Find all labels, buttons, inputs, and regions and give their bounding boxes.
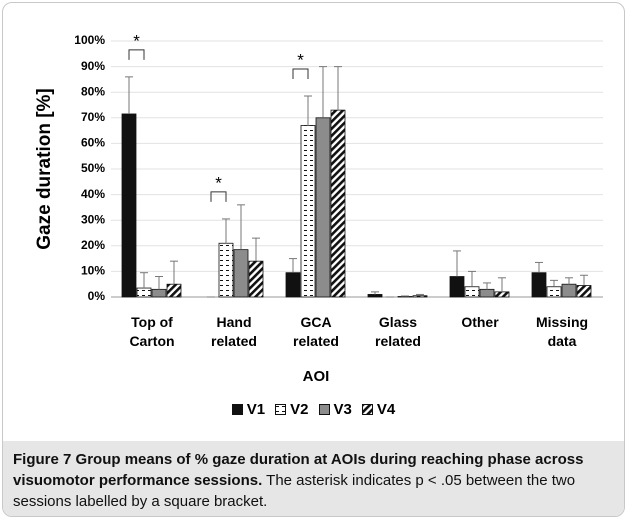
legend-swatch-fill — [275, 404, 287, 415]
bar — [300, 125, 316, 298]
bar — [233, 249, 249, 298]
y-tick-label: 100% — [74, 33, 105, 47]
annotation: * — [215, 173, 222, 192]
y-tick-label: 80% — [81, 84, 105, 98]
y-axis-title: Gaze duration [%] — [34, 88, 55, 250]
y-tick-label: 50% — [81, 161, 105, 175]
bar — [367, 294, 383, 298]
bracket — [292, 68, 309, 80]
caption-label: Figure 7 — [13, 451, 72, 468]
legend-swatch — [231, 404, 243, 415]
error-bar — [155, 276, 163, 290]
y-tick-label: 60% — [81, 136, 105, 150]
x-tick-label: Glass related — [375, 314, 421, 349]
x-axis-title: AOI — [303, 368, 330, 385]
legend-item: V3 — [318, 401, 352, 418]
y-tick-label: 30% — [81, 212, 105, 226]
y-tick-label: 70% — [81, 110, 105, 124]
bar — [561, 283, 577, 298]
caption: Figure 7 Group means of % gaze duration … — [3, 441, 624, 516]
x-tick-label: Top of Carton — [129, 314, 175, 349]
error-bar — [483, 282, 491, 290]
error-bar — [319, 66, 327, 118]
legend: V1 V2 V3 V4 — [3, 401, 624, 418]
bracket — [210, 191, 227, 202]
y-tick-label: 40% — [81, 187, 105, 201]
legend-label: V4 — [376, 401, 396, 418]
error-bar — [237, 204, 245, 250]
bar — [412, 295, 428, 298]
bar — [151, 288, 167, 298]
bar — [218, 242, 234, 298]
legend-swatch-fill — [361, 404, 373, 415]
error-bar — [170, 260, 178, 285]
error-bar — [416, 293, 424, 296]
bracket — [128, 49, 145, 60]
caption-text: The asterisk indicates p < .05 between t… — [13, 472, 576, 510]
error-bar — [334, 66, 342, 111]
error-bar — [222, 218, 230, 244]
bar — [531, 272, 547, 298]
error-bar — [140, 272, 148, 289]
legend-swatch-fill — [318, 404, 330, 415]
bar — [494, 291, 510, 298]
bar — [330, 109, 346, 298]
bar — [576, 285, 592, 298]
error-bar — [371, 291, 379, 295]
bar — [248, 260, 264, 298]
bar — [166, 283, 182, 298]
error-bar — [535, 261, 543, 273]
y-tick-label: 20% — [81, 238, 105, 252]
x-tick-label: Missing data — [535, 314, 589, 349]
error-bar — [498, 277, 506, 292]
bar — [136, 287, 152, 298]
legend-item: V4 — [361, 401, 396, 418]
error-bar — [565, 277, 573, 285]
chart: Gaze duration [%] AOI 0% 10% 20% 30% 40% 50% 6… — [34, 31, 603, 385]
bar — [464, 286, 480, 298]
error-bar — [252, 237, 260, 262]
annotation: * — [297, 51, 304, 70]
bar — [397, 296, 413, 298]
legend-swatch-fill — [231, 404, 243, 415]
bar — [121, 113, 137, 298]
y-tick-label: 90% — [81, 59, 105, 73]
error-bar — [401, 295, 409, 297]
x-tick-label: GCA related — [293, 314, 339, 349]
bar — [546, 286, 562, 298]
error-bar — [550, 279, 558, 287]
bar — [479, 288, 495, 298]
legend-swatch — [361, 404, 373, 415]
legend-item: V1 — [231, 401, 266, 418]
error-bar — [125, 76, 133, 114]
caption-title: Group means of % gaze duration at AOIs d… — [13, 451, 584, 489]
error-bar — [304, 95, 312, 126]
error-bar — [580, 274, 588, 286]
x-tick-label: Hand related — [211, 314, 257, 349]
error-bar — [468, 270, 476, 287]
bar — [449, 276, 465, 298]
legend-swatch — [318, 404, 330, 415]
bar — [285, 272, 301, 298]
legend-label: V2 — [290, 401, 309, 418]
error-bar — [289, 258, 297, 273]
y-tick-label: 0% — [88, 289, 106, 303]
legend-swatch — [275, 404, 287, 415]
legend-item: V2 — [275, 401, 309, 418]
annotation: * — [133, 31, 140, 50]
x-tick-label: Other — [461, 314, 499, 330]
legend-label: V3 — [333, 401, 352, 418]
y-tick-label: 10% — [81, 264, 105, 278]
legend-label: V1 — [246, 401, 266, 418]
bar — [315, 117, 331, 298]
error-bar — [453, 250, 461, 277]
